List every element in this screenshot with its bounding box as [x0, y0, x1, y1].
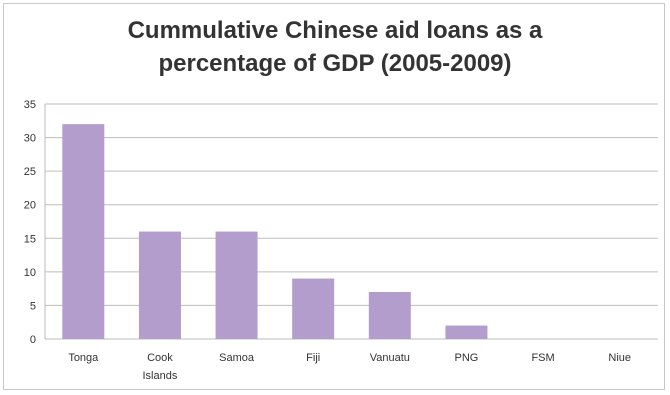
- chart-title-line-1: Cummulative Chinese aid loans as a: [127, 17, 543, 44]
- x-tick-label-cook-islands-1: Cook: [147, 352, 173, 364]
- y-tick-label-0: 0: [30, 334, 36, 346]
- y-tick-label-35: 35: [24, 99, 36, 111]
- y-tick-label-5: 5: [30, 300, 36, 312]
- y-tick-label-30: 30: [24, 133, 36, 145]
- bar-png: [445, 325, 488, 339]
- y-tick-label-10: 10: [24, 267, 36, 279]
- x-tick-label-vanuatu: Vanuatu: [370, 352, 410, 364]
- bar-tonga: [62, 124, 105, 340]
- chart-title: Cummulative Chinese aid loans as a perce…: [0, 14, 670, 80]
- y-tick-label-20: 20: [24, 200, 36, 212]
- x-tick-label-png: PNG: [455, 352, 479, 364]
- x-tick-label-niue: Niue: [608, 352, 631, 364]
- x-tick-label-tonga: Tonga: [68, 352, 99, 364]
- x-tick-label-fsm: FSM: [531, 352, 554, 364]
- chart-title-line-2: percentage of GDP (2005-2009): [158, 50, 512, 77]
- y-tick-label-25: 25: [24, 166, 36, 178]
- x-tick-label-samoa: Samoa: [219, 352, 255, 364]
- x-tick-label-fiji: Fiji: [306, 352, 320, 364]
- x-tick-label-cook-islands-2: Islands: [143, 370, 178, 382]
- y-tick-label-15: 15: [24, 233, 36, 245]
- bar-fiji: [292, 278, 335, 339]
- bar-vanuatu: [368, 292, 411, 339]
- bar-samoa: [215, 231, 258, 339]
- bar-cook-islands: [138, 231, 181, 339]
